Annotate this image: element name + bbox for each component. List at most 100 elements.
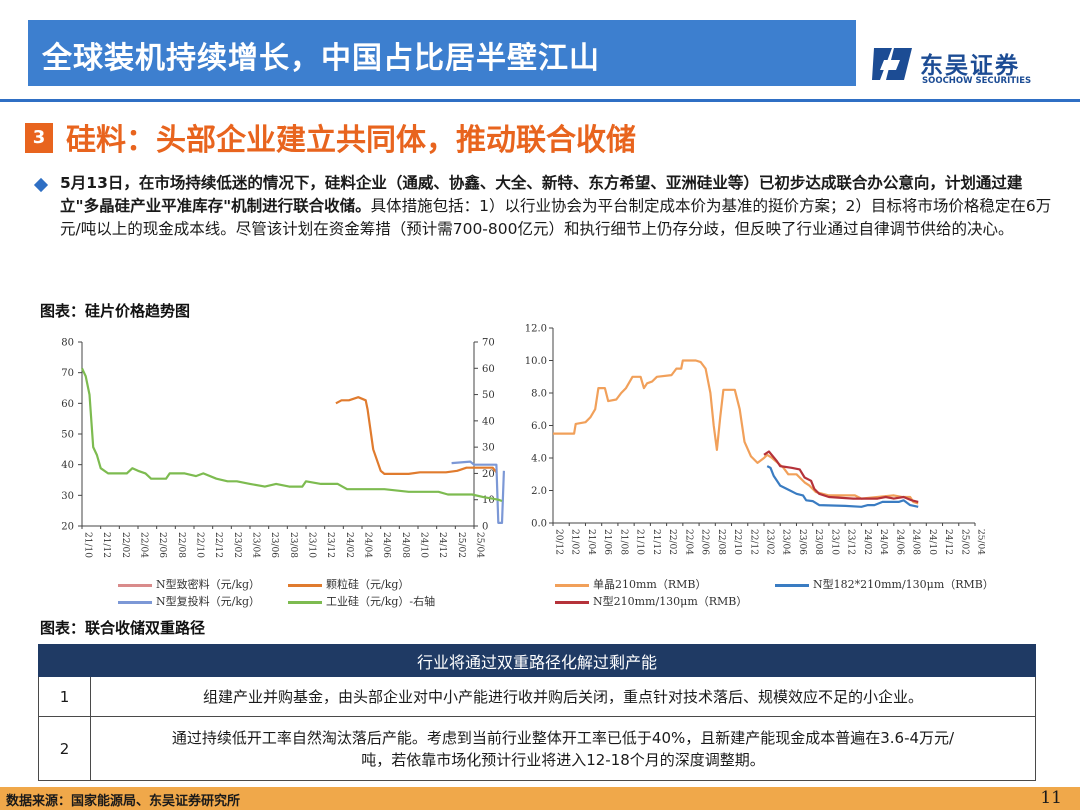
left-tick-label: 50 [61,430,74,441]
x-tick-label: 21/10 [83,532,93,558]
x-tick-label: 23/06 [269,532,279,558]
x-tick-label: 23/04 [781,529,791,555]
x-tick-label: 24/06 [381,532,391,558]
x-tick-label: 24/12 [943,529,953,555]
table-row: 2 通过持续低开工率自然淘汰落后产能。考虑到当前行业整体开工率已低于40%，且新… [38,716,1036,781]
x-tick-label: 21/04 [586,529,596,555]
x-tick-label: 23/12 [846,529,856,555]
x-tick-label: 25/04 [976,529,986,555]
x-tick-label: 24/04 [363,532,373,558]
x-tick-label: 24/08 [911,529,921,555]
x-tick-label: 21/02 [570,529,580,555]
x-tick-label: 25/04 [475,532,485,558]
x-tick-label: 23/10 [307,532,317,558]
wafer-price-chart: 0.0 2.0 4.0 6.0 8.0 10.0 12.0 20/12 21/02 21/04 21… [525,324,986,556]
x-tick-label: 23/06 [797,529,807,555]
x-tick-label: 22/02 [120,532,130,558]
x-tick-label: 22/08 [716,529,726,555]
x-tick-label: 24/04 [878,529,888,555]
bullet-diamond-icon [33,177,49,193]
paragraph-normal-text: 具体措施包括：1）以行业协会为平台制定成本价为基准的挺价方案；2）目标将市场价格… [60,197,1052,238]
legend-item: N型210mm/130μm（RMB） [555,593,747,609]
left-tick-label: 40 [61,460,74,471]
legend-label: N型210mm/130μm（RMB） [593,595,748,608]
series-line [451,460,505,524]
legend-item: 颗粒硅（元/kg） [288,576,409,592]
x-tick-label: 21/06 [602,529,612,555]
body-paragraph: 5月13日，在市场持续低迷的情况下，硅料企业（通威、协鑫、大全、新特、东方希望、… [60,172,1052,241]
legend-swatch [288,583,322,587]
x-tick-label: 24/06 [894,529,904,555]
section-number: 3 [25,123,53,153]
legend-label: 单晶210mm（RMB） [593,578,707,591]
x-tick-label: 22/06 [700,529,710,555]
x-tick-label: 22/12 [748,529,758,555]
right-tick-label: 30 [482,443,495,454]
table-header: 行业将通过双重路径化解过剩产能 [38,644,1036,677]
legend-label: N型致密料（元/kg） [156,578,261,591]
left-tick-label: 20 [61,522,74,533]
x-tick-label: 22/12 [213,532,223,558]
x-tick-label: 22/08 [176,532,186,558]
x-tick-label: 23/04 [251,532,261,558]
legend-swatch [555,583,589,587]
x-tick-label: 22/10 [732,529,742,555]
company-logo: 东吴证券 SOOCHOW SECURITIES [870,44,1060,90]
legend-label: N型复投料（元/kg） [156,595,261,608]
right-tick-label: 70 [482,338,495,349]
row-number: 2 [38,716,91,781]
right-tick-label: 0 [482,522,488,533]
right-tick-label: 10 [482,495,495,506]
series-line [81,367,503,503]
legend-swatch [118,600,152,604]
left-tick-label: 60 [61,399,74,410]
y-tick-label: 4.0 [531,454,547,465]
x-tick-label: 23/12 [325,532,335,558]
page-number: 11 [1040,788,1062,808]
x-tick-label: 24/02 [344,532,354,558]
figure2-label: 图表：联合收储双重路径 [40,619,206,637]
legend-label: 工业硅（元/kg）-右轴 [326,595,436,608]
y-tick-label: 2.0 [531,486,547,497]
left-tick-label: 30 [61,491,74,502]
paragraph-bold-text: 5月13日，在市场持续低迷的情况下，硅料企业（通威、协鑫、大全、新特、东方希望、… [60,174,1023,215]
logo-chinese-name: 东吴证券 [920,53,1020,79]
series-line [553,359,919,505]
section-title: 硅料：头部企业建立共同体，推动联合收储 [66,123,636,158]
legend-swatch [118,583,152,587]
right-tick-label: 60 [482,364,495,375]
capacity-reduction-table: 行业将通过双重路径化解过剩产能 1 组建产业并购基金，由头部企业对中小产能进行收… [38,644,1036,781]
legend-swatch [288,600,322,604]
series-line [763,450,919,503]
title-banner: 全球装机持续增长，中国占比居半壁江山 [28,20,856,86]
legend-item: N型致密料（元/kg） [118,576,260,592]
left-tick-label: 80 [61,338,74,349]
x-tick-label: 23/08 [288,532,298,558]
x-tick-label: 22/04 [683,529,693,555]
legend-swatch [775,583,809,587]
y-tick-label: 12.0 [525,324,547,335]
page-title: 全球装机持续增长，中国占比居半壁江山 [42,41,600,76]
legend-label: N型182*210mm/130μm（RMB） [813,578,994,591]
x-tick-label: 22/02 [667,529,677,555]
series-line [766,465,919,508]
row-text: 通过持续低开工率自然淘汰落后产能。考虑到当前行业整体开工率已低于40%，且新建产… [90,716,1036,781]
logo-english-name: SOOCHOW SECURITIES [922,76,1032,86]
left-tick-label: 70 [61,368,74,379]
x-tick-label: 24/12 [437,532,447,558]
silicon-price-chart: 20 30 40 50 60 70 80 0 10 20 30 40 50 60 70 21/10 21/12 2… [61,338,505,558]
x-tick-label: 21/12 [101,532,111,558]
legend-item: N型182*210mm/130μm（RMB） [775,576,994,592]
x-tick-label: 24/10 [927,529,937,555]
right-tick-label: 40 [482,416,495,427]
row-text-line: 通过持续低开工率自然淘汰落后产能。考虑到当前行业整体开工率已低于40%，且新建产… [171,728,955,747]
legend-label: 颗粒硅（元/kg） [326,578,410,591]
legend-item: 工业硅（元/kg）-右轴 [288,593,435,609]
right-tick-label: 50 [482,390,495,401]
x-tick-label: 22/10 [195,532,205,558]
x-tick-label: 23/02 [232,532,242,558]
x-tick-label: 22/06 [157,532,167,558]
table-row: 1 组建产业并购基金，由头部企业对中小产能进行收并购后关闭，重点针对技术落后、规… [38,676,1036,717]
figure1-label: 图表：硅片价格趋势图 [40,302,191,320]
x-tick-label: 20/12 [554,529,564,555]
